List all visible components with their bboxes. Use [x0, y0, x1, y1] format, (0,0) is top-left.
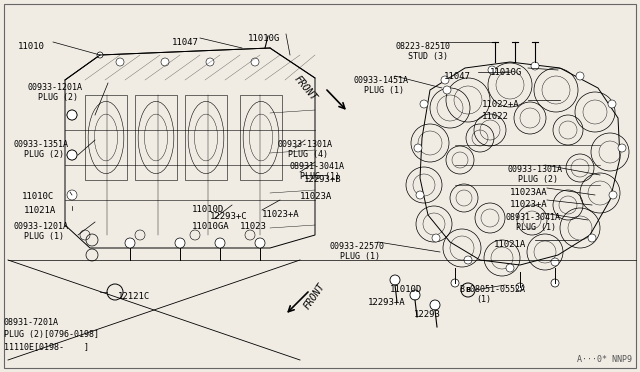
Circle shape — [251, 58, 259, 66]
Circle shape — [618, 144, 626, 152]
Bar — [135, 95, 177, 180]
Text: 00933-1451A: 00933-1451A — [354, 76, 409, 85]
Text: 11023A: 11023A — [300, 192, 332, 201]
Text: 11022: 11022 — [482, 112, 509, 121]
Circle shape — [451, 279, 459, 287]
Circle shape — [410, 290, 420, 300]
Text: 08223-82510: 08223-82510 — [396, 42, 451, 51]
Circle shape — [67, 150, 77, 160]
Text: FRONT: FRONT — [303, 281, 328, 311]
Text: 12293+B: 12293+B — [304, 175, 342, 184]
Text: 12293+C: 12293+C — [210, 212, 248, 221]
Text: 11010G: 11010G — [248, 34, 280, 43]
Text: 00933-1201A: 00933-1201A — [14, 222, 69, 231]
Text: FRONT: FRONT — [292, 74, 318, 102]
Circle shape — [576, 72, 584, 80]
Circle shape — [206, 58, 214, 66]
Circle shape — [516, 283, 524, 291]
Circle shape — [97, 52, 103, 58]
Text: 08931-3041A: 08931-3041A — [290, 162, 345, 171]
Text: 00933-1351A: 00933-1351A — [14, 140, 69, 149]
Text: PLUG (1): PLUG (1) — [300, 172, 340, 181]
Text: STUD (3): STUD (3) — [408, 52, 448, 61]
Text: 11023+A: 11023+A — [510, 200, 548, 209]
Circle shape — [416, 191, 424, 199]
Text: PLUG (2): PLUG (2) — [518, 175, 558, 184]
Circle shape — [67, 110, 77, 120]
Circle shape — [432, 234, 440, 242]
Circle shape — [609, 191, 617, 199]
Circle shape — [420, 100, 428, 108]
Text: 12121C: 12121C — [118, 292, 150, 301]
Text: 11047: 11047 — [444, 72, 471, 81]
Text: 11021A: 11021A — [24, 206, 56, 215]
Text: 11110E[0198-    ]: 11110E[0198- ] — [4, 342, 89, 351]
Circle shape — [67, 150, 77, 160]
Circle shape — [430, 300, 440, 310]
Circle shape — [161, 58, 169, 66]
Text: PLUG (2): PLUG (2) — [38, 93, 78, 102]
Text: 11021A: 11021A — [494, 240, 526, 249]
Text: 11010D: 11010D — [192, 205, 224, 214]
Text: PLUG (2): PLUG (2) — [24, 150, 64, 159]
Text: 11023AA: 11023AA — [510, 188, 548, 197]
Text: 00933-22570: 00933-22570 — [330, 242, 385, 251]
Circle shape — [441, 76, 449, 84]
Text: 11010C: 11010C — [22, 192, 54, 201]
Circle shape — [175, 238, 185, 248]
Text: 11047: 11047 — [172, 38, 199, 47]
Text: PLUG (1): PLUG (1) — [24, 232, 64, 241]
Text: PLUG (1): PLUG (1) — [340, 252, 380, 261]
Circle shape — [608, 100, 616, 108]
Bar — [240, 95, 282, 180]
Text: 08931-7201A: 08931-7201A — [4, 318, 59, 327]
Circle shape — [506, 264, 514, 272]
Circle shape — [67, 110, 77, 120]
Circle shape — [551, 279, 559, 287]
Text: 11010GA: 11010GA — [192, 222, 230, 231]
Text: B 08051-0552A: B 08051-0552A — [460, 285, 525, 294]
Text: 11010D: 11010D — [390, 285, 422, 294]
Text: PLUG (4): PLUG (4) — [288, 150, 328, 159]
Circle shape — [488, 66, 496, 74]
Circle shape — [215, 238, 225, 248]
Text: 11022+A: 11022+A — [482, 100, 520, 109]
Text: A···0* NNP9: A···0* NNP9 — [577, 355, 632, 364]
Circle shape — [531, 62, 539, 70]
Text: (1): (1) — [476, 295, 491, 304]
Text: 00933-1301A: 00933-1301A — [278, 140, 333, 149]
Circle shape — [67, 190, 77, 200]
Text: B: B — [465, 287, 470, 293]
Circle shape — [116, 58, 124, 66]
Text: 11010: 11010 — [18, 42, 45, 51]
Text: 11010G: 11010G — [490, 68, 522, 77]
Bar — [185, 95, 227, 180]
Text: 00933-1301A: 00933-1301A — [508, 165, 563, 174]
Circle shape — [464, 256, 472, 264]
Circle shape — [443, 86, 451, 94]
Text: PLUG (1): PLUG (1) — [516, 223, 556, 232]
Bar — [85, 95, 127, 180]
Text: PLUG (2)[0796-0198]: PLUG (2)[0796-0198] — [4, 330, 99, 339]
Circle shape — [551, 258, 559, 266]
Text: 08931-3041A: 08931-3041A — [506, 213, 561, 222]
Text: 11023: 11023 — [240, 222, 267, 231]
Circle shape — [414, 144, 422, 152]
Circle shape — [255, 238, 265, 248]
Text: 00933-1201A: 00933-1201A — [28, 83, 83, 92]
Text: 11023+A: 11023+A — [262, 210, 300, 219]
Circle shape — [125, 238, 135, 248]
Text: 12293: 12293 — [414, 310, 441, 319]
Circle shape — [390, 275, 400, 285]
Text: PLUG (1): PLUG (1) — [364, 86, 404, 95]
Circle shape — [588, 234, 596, 242]
Text: 12293+A: 12293+A — [368, 298, 406, 307]
